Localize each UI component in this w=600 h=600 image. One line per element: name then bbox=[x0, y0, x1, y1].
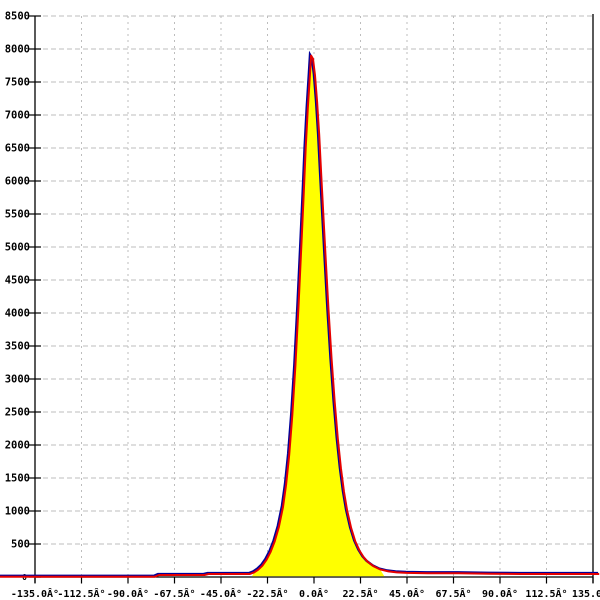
peak-area-fill bbox=[252, 55, 385, 577]
x-tick-label: 0.0Â° bbox=[299, 587, 329, 600]
x-tick-label: 22.5Â° bbox=[342, 587, 378, 600]
x-tick-label: -112.5Â° bbox=[57, 587, 105, 600]
x-tick-label: -22.5Â° bbox=[246, 587, 288, 600]
x-tick-label: -135.0Â° bbox=[11, 587, 59, 600]
x-tick-label: 45.0Â° bbox=[389, 587, 425, 600]
y-tick-label: 7500 bbox=[5, 77, 30, 89]
x-tick-label: 67.5Â° bbox=[435, 587, 471, 600]
x-tick-label: -90.0Â° bbox=[107, 587, 149, 600]
x-tick-label: 112.5Â° bbox=[525, 587, 567, 600]
y-tick-label: 8000 bbox=[5, 44, 30, 56]
x-tick-label: 90.0Â° bbox=[482, 587, 518, 600]
y-tick-label: 3000 bbox=[5, 374, 30, 386]
y-tick-label: 1000 bbox=[5, 506, 30, 518]
y-tick-label: 1500 bbox=[5, 473, 30, 485]
y-tick-label: 8500 bbox=[5, 11, 30, 23]
y-tick-label: 4000 bbox=[5, 308, 30, 320]
y-tick-label: 500 bbox=[11, 539, 30, 551]
x-tick-label: -45.0Â° bbox=[200, 587, 242, 600]
x-tick-label: -67.5Â° bbox=[153, 587, 195, 600]
y-tick-label: 5000 bbox=[5, 242, 30, 254]
y-tick-label: 7000 bbox=[5, 110, 30, 122]
y-tick-label: 6500 bbox=[5, 143, 30, 155]
y-tick-label: 4500 bbox=[5, 275, 30, 287]
fit-curve-red bbox=[0, 54, 600, 578]
y-tick-label: 3500 bbox=[5, 341, 30, 353]
y-tick-label: 2000 bbox=[5, 440, 30, 452]
y-tick-label: 6000 bbox=[5, 176, 30, 188]
x-tick-label: 135.0Â° bbox=[572, 587, 600, 600]
y-tick-label: 2500 bbox=[5, 407, 30, 419]
y-tick-label: 5500 bbox=[5, 209, 30, 221]
